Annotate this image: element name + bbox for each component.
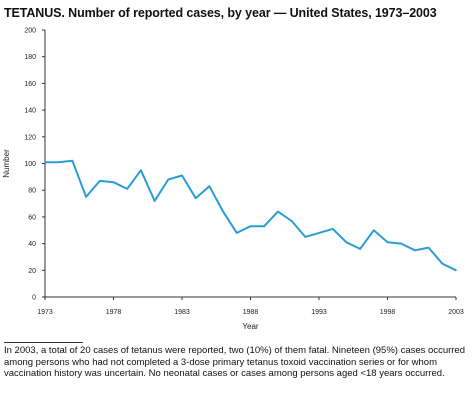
data-point-1997 [373, 229, 375, 232]
data-point-1989 [263, 225, 266, 228]
footnote: In 2003, a total of 20 cases of tetanus … [4, 345, 466, 380]
chart-title: TETANUS. Number of reported cases, by ye… [4, 6, 437, 20]
data-point-1982 [167, 178, 170, 181]
y-tick-label: 200 [24, 28, 36, 35]
data-point-1976 [85, 196, 87, 198]
data-point-2002 [441, 262, 444, 265]
data-point-1990 [277, 210, 279, 213]
data-point-1992 [304, 236, 307, 238]
data-point-1988 [249, 225, 252, 228]
y-tick-label: 40 [28, 241, 36, 248]
data-point-1973 [44, 161, 46, 163]
x-axis-label: Year [242, 322, 259, 331]
data-point-1994 [331, 228, 334, 230]
x-tick-label: 2003 [448, 309, 464, 316]
x-tick-label: 1983 [174, 309, 190, 316]
data-point-2000 [414, 249, 416, 252]
series-line [45, 159, 457, 272]
y-tick-label: 120 [24, 134, 36, 141]
y-axis-label: Number [2, 149, 11, 178]
data-point-1979 [126, 188, 128, 190]
data-point-1993 [318, 232, 320, 234]
y-tick-label: 160 [24, 81, 36, 88]
y-tick-label: 140 [24, 108, 36, 115]
data-point-1984 [194, 197, 197, 200]
data-point-1978 [112, 181, 115, 183]
x-tick-label: 1988 [243, 309, 259, 316]
data-point-2001 [427, 246, 430, 249]
data-point-2003 [455, 269, 457, 272]
data-point-1985 [208, 185, 211, 187]
footnote-divider [4, 342, 83, 343]
x-tick-label: 1978 [106, 309, 122, 316]
x-tick-label: 1973 [37, 309, 53, 316]
line-chart: 0 20 40 60 80 100 120 140 160 180 200 1973 1978 1983… [2, 28, 464, 332]
data-point-1980 [140, 169, 142, 171]
data-points [44, 160, 457, 272]
data-point-1995 [345, 241, 348, 244]
data-point-1983 [181, 174, 183, 177]
x-axis-ticks: 1973 1978 1983 1988 1993 1998 2003 [37, 297, 464, 316]
data-point-1996 [359, 248, 361, 250]
data-point-1999 [400, 242, 403, 245]
data-point-1974 [57, 161, 60, 163]
y-tick-label: 20 [28, 268, 36, 275]
y-tick-label: 80 [28, 188, 36, 195]
y-tick-label: 180 [24, 54, 36, 61]
data-point-1998 [386, 241, 389, 244]
data-point-1981 [153, 200, 156, 202]
data-point-1986 [222, 210, 224, 213]
data-point-1977 [99, 180, 101, 182]
data-point-1975 [71, 160, 74, 162]
y-tick-label: 0 [32, 295, 36, 302]
y-tick-label: 100 [24, 161, 36, 168]
x-tick-label: 1993 [311, 309, 327, 316]
data-point-1987 [236, 232, 238, 234]
x-tick-label: 1998 [380, 309, 396, 316]
y-axis-ticks: 0 20 40 60 80 100 120 140 160 180 200 [24, 28, 45, 302]
data-point-1991 [290, 220, 293, 222]
y-tick-label: 60 [28, 214, 36, 221]
